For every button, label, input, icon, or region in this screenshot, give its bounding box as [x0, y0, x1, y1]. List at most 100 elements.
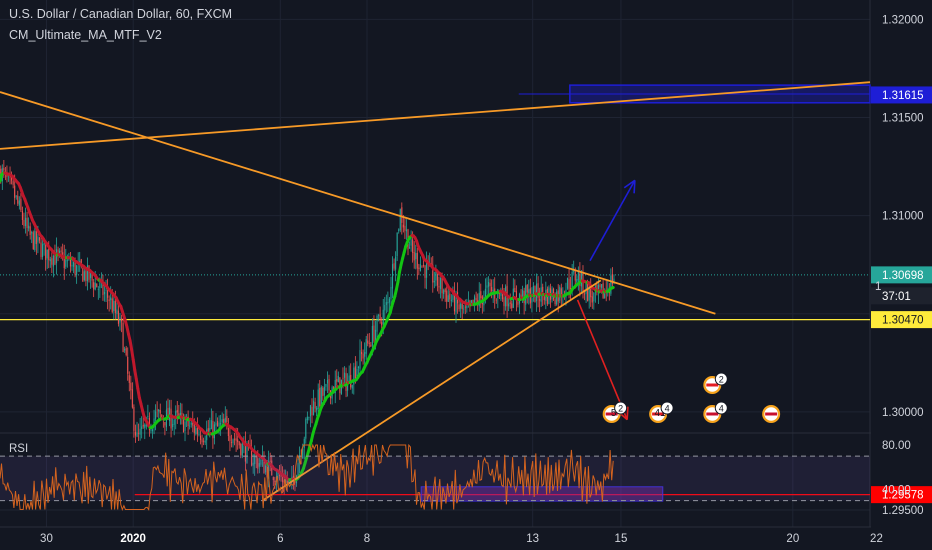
- up-arrow-head: [623, 179, 636, 189]
- price-tick: 1.29500: [882, 505, 924, 517]
- candle-body: [574, 271, 576, 281]
- indicator-label: CM_Ultimate_MA_MTF_V2: [9, 28, 162, 42]
- candle-body: [379, 314, 381, 321]
- candle-body: [14, 185, 16, 198]
- candle-body: [356, 368, 358, 380]
- candle-body: [150, 429, 152, 431]
- candle-body: [96, 283, 98, 288]
- chart-title: U.S. Dollar / Canadian Dollar, 60, FXCM: [9, 7, 233, 21]
- candle-body: [181, 412, 183, 415]
- candle-body: [604, 291, 606, 299]
- price-badge: [871, 266, 932, 284]
- candle-body: [365, 339, 367, 354]
- candle-body: [257, 458, 259, 469]
- candle-body: [280, 474, 282, 477]
- event-ca-flag-icon[interactable]: 2: [703, 372, 728, 394]
- time-tick: 22: [870, 533, 883, 545]
- candle-body: [45, 242, 47, 260]
- candle-body: [164, 421, 166, 426]
- candle-body: [206, 429, 208, 441]
- candle-body: [316, 407, 318, 411]
- candle-body: [450, 299, 452, 302]
- candle-body: [495, 299, 497, 301]
- candle-body: [326, 379, 329, 384]
- ma-segment: [130, 348, 135, 361]
- event-ca-flag-icon[interactable]: 414: [649, 401, 674, 423]
- candle-body: [189, 425, 191, 427]
- candle-body: [114, 301, 116, 313]
- candle-body: [378, 315, 380, 316]
- candle-body: [537, 283, 539, 298]
- candle-body: [395, 256, 397, 270]
- rsi-line: [0, 443, 614, 511]
- time-tick: 30: [40, 533, 53, 545]
- candle-body: [576, 278, 578, 283]
- candle-body: [579, 273, 581, 286]
- candle-body: [492, 289, 494, 292]
- candle-body: [207, 428, 209, 432]
- candle-body: [63, 256, 65, 269]
- candle-body: [381, 322, 383, 326]
- candle-body: [515, 291, 517, 301]
- candle-body: [24, 217, 27, 227]
- candle-body: [359, 350, 361, 369]
- trendlines[interactable]: [0, 81, 871, 501]
- candle-body: [613, 278, 615, 283]
- candle-body: [511, 303, 513, 309]
- event-markers[interactable]: 5 2 414 2 4: [602, 372, 781, 423]
- candle-body: [399, 208, 401, 231]
- candle-body: [119, 316, 121, 323]
- candle-body: [526, 284, 528, 293]
- candle-body: [23, 219, 25, 226]
- candle-body: [388, 298, 390, 303]
- candle-body: [393, 263, 395, 269]
- candle-body: [90, 272, 92, 278]
- candle-body: [99, 282, 101, 288]
- candle-body: [62, 252, 64, 256]
- candle-body: [311, 406, 313, 416]
- down-arrow: [576, 299, 628, 420]
- event-us-flag-icon[interactable]: [762, 405, 781, 423]
- candle-body: [591, 296, 593, 303]
- event-flag-stripe: [706, 383, 719, 387]
- candle-body: [522, 289, 524, 299]
- candle-body: [432, 264, 434, 283]
- candle-body: [94, 282, 96, 290]
- candle-body: [204, 440, 206, 443]
- candle-body: [170, 408, 172, 429]
- candle-body: [175, 411, 177, 420]
- candle-body: [158, 409, 160, 412]
- candle-body: [505, 286, 507, 307]
- price-tick: 1.30000: [882, 407, 924, 419]
- candle-body: [20, 198, 22, 211]
- candle-body: [258, 463, 260, 467]
- candle-body: [46, 249, 48, 259]
- candle-body: [251, 448, 253, 466]
- candle-body: [491, 287, 493, 291]
- ma-segment: [131, 357, 137, 372]
- candle-body: [373, 325, 375, 342]
- candle-body: [15, 195, 17, 197]
- candle-body: [343, 372, 346, 378]
- candle-body: [159, 410, 161, 414]
- candle-body: [543, 296, 545, 301]
- candle-body: [415, 253, 417, 260]
- candle-body: [317, 389, 319, 410]
- candle-body: [254, 456, 256, 465]
- candle-body: [195, 428, 197, 435]
- candle-body: [173, 419, 175, 425]
- candle-body: [235, 438, 237, 441]
- candle-body: [571, 272, 573, 289]
- candle-body: [93, 282, 95, 290]
- candle-body: [588, 287, 590, 301]
- candle-body: [560, 288, 562, 298]
- candle-body: [556, 291, 558, 305]
- candle-body: [282, 474, 284, 483]
- candle-body: [286, 480, 288, 484]
- candle-body: [178, 413, 180, 416]
- candle-body: [85, 270, 87, 281]
- event-us-flag-icon[interactable]: 4: [703, 401, 728, 423]
- candle-body: [120, 318, 123, 322]
